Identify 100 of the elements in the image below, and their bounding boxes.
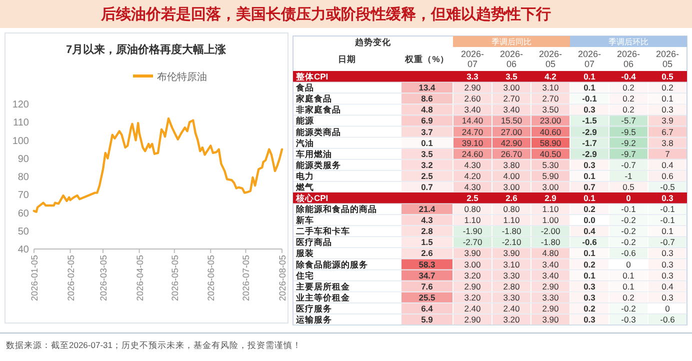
data-label: 0.4 — [662, 281, 674, 292]
data-label: 0.3 — [662, 104, 674, 115]
y-tick-label: 运输服务 — [295, 314, 332, 324]
data-label: 6.9 — [421, 116, 434, 126]
data-label: 3.10 — [503, 259, 520, 270]
y-tick-label: 核心CPI — [295, 193, 328, 204]
data-label: 3.9 — [662, 116, 674, 126]
x-tick-label: 2026-07-05 — [241, 255, 252, 302]
data-label: 4.30 — [464, 160, 482, 170]
data-label: 0.2 — [584, 204, 596, 214]
data-label: 3.90 — [503, 248, 520, 258]
x-tick-label: 2026-01-05 — [30, 255, 40, 302]
data-label: 25.5 — [418, 292, 436, 302]
y-tick-label: 服装 — [295, 248, 314, 258]
data-label: 2.40 — [503, 303, 520, 314]
data-label: 0.4 — [584, 226, 596, 236]
data-label: 0.2 — [622, 104, 635, 115]
data-label: 0.1 — [584, 72, 596, 82]
y-tick-label: 新车 — [295, 215, 314, 226]
y-tick-label: 电力 — [296, 170, 314, 181]
y-tick-label: 食品 — [295, 82, 314, 93]
data-label: 4.80 — [542, 248, 560, 258]
data-label: 5.9 — [421, 314, 434, 324]
data-label: 27.00 — [500, 126, 522, 137]
x-tick-label: 2026-06 — [616, 49, 640, 69]
data-label: 0.1 — [421, 138, 434, 148]
data-label: 3.30 — [503, 270, 520, 280]
data-label: -1.80 — [502, 226, 522, 236]
data-label: -0.1 — [621, 204, 636, 214]
data-label: 2.90 — [542, 303, 560, 314]
data-label: -0.4 — [621, 72, 636, 82]
y-tick-label: 汽油 — [295, 138, 314, 148]
data-label: -2.00 — [540, 226, 560, 236]
data-label: -2.9 — [582, 148, 598, 159]
data-label: 21.4 — [418, 204, 436, 214]
data-label: 34.7 — [418, 270, 436, 280]
data-label: 2.90 — [464, 281, 482, 292]
data-label: -2.70 — [462, 237, 482, 248]
data-label: 3.2 — [421, 160, 434, 170]
data-label: 5.30 — [542, 160, 560, 170]
y-tick-label: 120 — [12, 100, 30, 110]
data-label: 15.50 — [500, 116, 522, 126]
y-tick-label: 能源 — [296, 116, 315, 126]
data-label: 3.20 — [464, 292, 482, 302]
data-label: 4.8 — [421, 104, 434, 115]
data-label: 0.3 — [584, 104, 596, 115]
y-tick-label: 医疗服务 — [296, 303, 332, 314]
data-label: 40.60 — [540, 126, 562, 137]
data-label: 4.20 — [464, 170, 482, 181]
data-label: 2.40 — [464, 303, 482, 314]
data-label: 3.00 — [464, 259, 482, 270]
data-label: 2.8 — [421, 226, 434, 236]
x-tick-label: 权重（%） — [404, 54, 449, 64]
data-label: 3.30 — [503, 292, 520, 302]
data-label: 58.90 — [540, 138, 562, 148]
data-label: 0.1 — [662, 226, 674, 236]
data-label: 3.20 — [464, 270, 482, 280]
data-label: -0.2 — [621, 226, 636, 236]
data-label: 3.40 — [503, 104, 520, 115]
data-label: 3.50 — [542, 104, 560, 115]
data-label: 0 — [626, 193, 632, 204]
data-label: 3.3 — [466, 72, 479, 82]
legend-label: 布伦特原油 — [157, 71, 207, 83]
data-label: -2.10 — [502, 237, 522, 248]
data-label: 4.30 — [464, 182, 482, 192]
data-label: 1.10 — [542, 204, 560, 214]
data-label: -2.9 — [582, 126, 598, 137]
data-label: -0.1 — [660, 204, 676, 214]
data-label: 3.00 — [503, 182, 520, 192]
data-label: 0.1 — [584, 170, 596, 181]
data-label: -9.7 — [621, 148, 636, 159]
text: 日期 — [338, 54, 356, 64]
data-label: 4.3 — [421, 215, 434, 226]
y-tick-label: 能源类服务 — [296, 160, 341, 170]
x-tick-label: 2026-05 — [656, 49, 680, 69]
data-label: 0.2 — [584, 259, 596, 270]
y-tick-label: 住宅 — [295, 270, 314, 280]
data-label: 2.9 — [544, 193, 557, 204]
data-label: 0.2 — [662, 82, 674, 93]
data-label: 5.90 — [542, 170, 560, 181]
y-tick-label: 燃气 — [295, 182, 314, 192]
source-note: 数据来源：截至2026-07-31；历史不预示未来，基金有风险，投资需谨慎！ — [6, 340, 302, 350]
y-tick-label: 二手车和卡车 — [296, 226, 350, 236]
data-label: 7.6 — [421, 281, 434, 292]
data-label: -0.7 — [621, 160, 636, 170]
data-label: 0.1 — [662, 94, 674, 104]
data-label: -0.2 — [621, 215, 636, 226]
data-label: 0.1 — [584, 270, 596, 280]
data-label: 24.70 — [462, 126, 484, 137]
data-label: -1 — [624, 170, 633, 181]
data-label: -9.2 — [621, 138, 636, 148]
data-label: 3.00 — [503, 82, 520, 93]
data-label: 24.60 — [462, 148, 484, 159]
data-label: 0.1 — [584, 82, 596, 93]
y-tick-label: 除食品能源的服务 — [296, 259, 368, 270]
data-label: 2.5 — [421, 170, 434, 181]
data-label: 2.60 — [464, 94, 482, 104]
x-tick-label: 2026-06 — [500, 49, 524, 69]
y-tick-label: 70 — [18, 190, 30, 202]
data-label: 3.7 — [421, 126, 434, 137]
